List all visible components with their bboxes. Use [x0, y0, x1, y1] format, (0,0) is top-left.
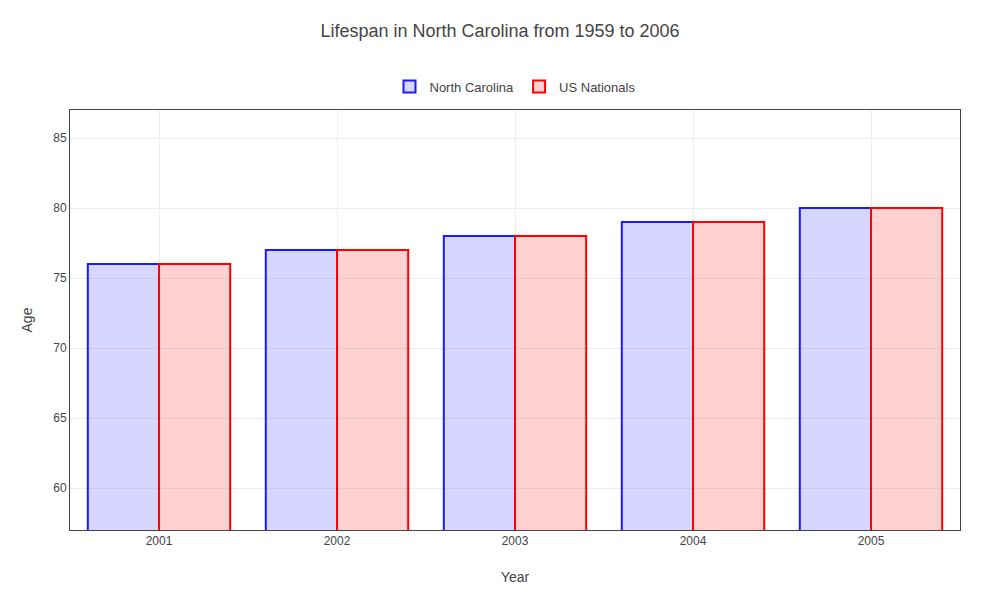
svg-text:2002: 2002 [324, 534, 351, 548]
svg-text:2004: 2004 [680, 534, 707, 548]
svg-text:2001: 2001 [146, 534, 173, 548]
svg-text:60: 60 [53, 481, 67, 495]
svg-text:65: 65 [53, 411, 67, 425]
svg-text:US Nationals: US Nationals [559, 80, 635, 95]
svg-text:Year: Year [501, 569, 530, 585]
svg-text:80: 80 [53, 201, 67, 215]
svg-text:2005: 2005 [858, 534, 885, 548]
svg-text:Age: Age [19, 307, 35, 332]
svg-text:Lifespan in North Carolina fro: Lifespan in North Carolina from 1959 to … [320, 21, 679, 41]
svg-text:2003: 2003 [502, 534, 529, 548]
svg-text:North Carolina: North Carolina [430, 80, 515, 95]
svg-text:70: 70 [53, 341, 67, 355]
svg-text:85: 85 [53, 131, 67, 145]
svg-text:75: 75 [53, 271, 67, 285]
